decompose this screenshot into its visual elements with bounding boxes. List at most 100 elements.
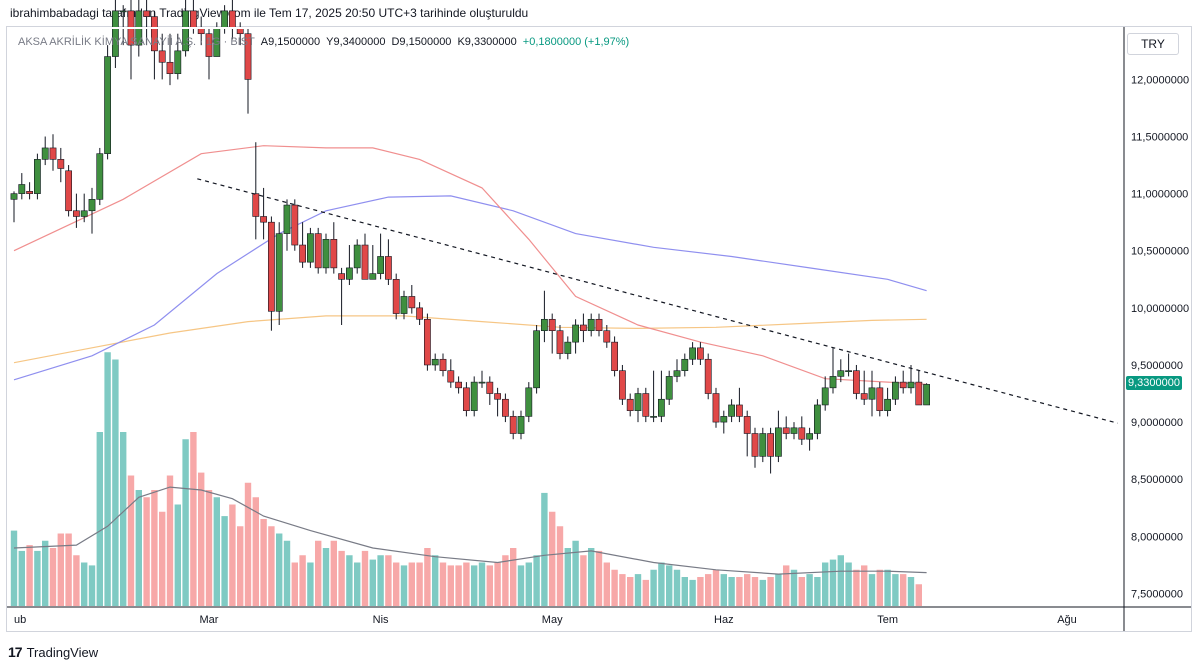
volume-bar <box>455 565 462 606</box>
candle-body <box>579 324 587 332</box>
volume-bar <box>517 565 525 606</box>
volume-bar <box>595 550 603 606</box>
volume-bar <box>915 584 922 606</box>
volume-bar <box>876 569 883 606</box>
volume-bar <box>143 497 150 606</box>
volume-bar <box>174 504 181 606</box>
volume-bar <box>634 574 642 606</box>
candle-body <box>49 147 57 160</box>
candle-body <box>322 239 330 269</box>
candle-body <box>439 358 447 371</box>
volume-bar <box>510 548 517 606</box>
last-price-tag: 9,3300000 <box>1126 376 1182 390</box>
volume-bar <box>790 569 798 606</box>
volume-bar <box>127 475 135 606</box>
volume-bar <box>845 562 852 606</box>
candle-body <box>595 318 603 332</box>
candle-body <box>41 147 49 160</box>
time-tick-label: Mar <box>200 614 219 626</box>
volume-bar <box>260 519 267 606</box>
candle-body <box>509 416 517 434</box>
candle-body <box>759 433 767 457</box>
candle-body <box>533 330 540 389</box>
volume-bar <box>49 548 57 606</box>
candle-body <box>540 318 548 332</box>
volume-bar <box>198 472 205 606</box>
volume-bar <box>424 548 431 606</box>
candle-body <box>618 370 626 400</box>
volume-bar <box>104 352 111 606</box>
volume-bar <box>798 577 805 606</box>
volume-bar <box>42 540 49 606</box>
candle-body <box>182 10 189 52</box>
volume-bar <box>338 550 345 606</box>
candle-body <box>478 381 486 384</box>
candle-body <box>572 324 579 343</box>
time-tick-label: May <box>542 614 563 626</box>
candle-body <box>252 193 260 217</box>
candle-body <box>884 398 891 411</box>
volume-bar <box>853 569 860 606</box>
volume-bar <box>837 555 844 606</box>
candle-body <box>65 170 72 212</box>
volume-bar <box>533 555 540 606</box>
candle-body <box>455 381 462 389</box>
candle-body <box>174 50 182 74</box>
candle-body <box>852 370 860 394</box>
volume-bar <box>408 562 415 606</box>
volume-bar <box>73 555 80 606</box>
candle-body <box>143 10 150 17</box>
candle-body <box>548 318 556 332</box>
candle-body <box>353 244 361 269</box>
time-tick-label: Haz <box>714 614 734 626</box>
candle-body <box>868 387 876 400</box>
candle-body <box>462 387 470 411</box>
candle-body <box>369 273 377 280</box>
price-tick-label: 10,5000000 <box>1131 246 1189 258</box>
volume-bar <box>556 526 564 606</box>
volume-bar <box>166 475 174 606</box>
tradingview-footer[interactable]: 17 TradingView <box>8 644 98 660</box>
low-value: D9,1500000 <box>391 36 452 48</box>
volume-bar <box>354 562 361 606</box>
candle-body <box>345 267 353 280</box>
volume-bar <box>689 579 696 606</box>
candle-body <box>338 273 345 280</box>
volume-bar <box>151 490 158 606</box>
candle-body <box>18 184 26 194</box>
currency-button[interactable]: TRY <box>1127 33 1179 55</box>
candle-body <box>650 416 657 418</box>
volume-bar <box>627 577 634 606</box>
high-value: Y9,3400000 <box>326 36 386 48</box>
volume-bar <box>221 516 228 606</box>
volume-bar <box>135 490 142 606</box>
candle-body <box>634 393 642 411</box>
volume-bar <box>299 555 306 606</box>
candle-body <box>447 370 455 383</box>
volume-bar <box>88 565 96 606</box>
candle-body <box>384 256 392 280</box>
volume-bar <box>276 533 283 606</box>
candle-body <box>400 296 408 314</box>
volume-bar <box>159 511 166 606</box>
volume-bar <box>775 574 782 606</box>
top-mask <box>7 27 1123 29</box>
candle-body <box>720 416 728 423</box>
volume-bar <box>907 577 915 606</box>
volume-ma-line <box>13 486 927 575</box>
volume-bar <box>868 574 876 606</box>
volume-bar <box>900 574 907 606</box>
price-tick-label: 8,5000000 <box>1131 474 1183 486</box>
volume-bar <box>673 569 681 606</box>
price-tick-label: 12,0000000 <box>1131 74 1189 86</box>
volume-bar <box>884 569 891 606</box>
volume-bar <box>783 565 790 606</box>
volume-bar <box>315 540 322 606</box>
brand-label: TradingView <box>26 644 99 660</box>
volume-bar <box>57 533 64 606</box>
candle-body <box>813 404 821 434</box>
volume-bar <box>549 511 556 606</box>
candle-body <box>306 233 314 263</box>
symbol-label[interactable]: AKSA AKRİLİK KİMYA SANAYİİ A.Ş. · 1G · B… <box>18 36 255 48</box>
